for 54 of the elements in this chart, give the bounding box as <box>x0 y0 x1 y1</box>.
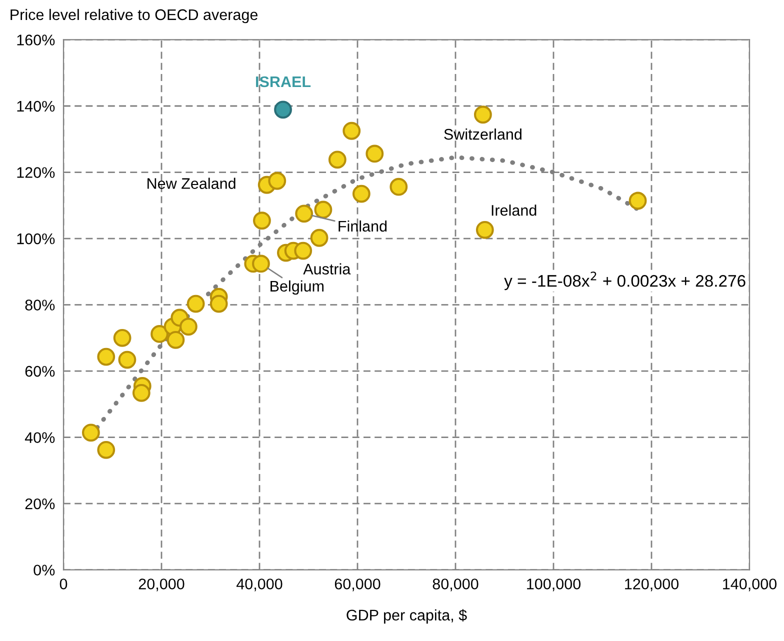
x-tick-label: 20,000 <box>138 578 184 592</box>
x-tick-label: 100,000 <box>527 578 581 592</box>
y-tick-label: 60% <box>25 366 55 377</box>
point <box>252 254 270 273</box>
annotation: Austria <box>303 263 351 275</box>
point <box>118 350 136 369</box>
point <box>352 184 370 203</box>
x-axis-title: GDP per capita, $ <box>346 609 467 624</box>
point <box>342 122 361 140</box>
point <box>294 242 312 260</box>
point <box>366 144 384 163</box>
point <box>132 384 150 402</box>
point <box>97 348 116 366</box>
y-tick-label: 40% <box>24 432 55 444</box>
y-tick-label: 100% <box>17 233 55 244</box>
annotation: Belgium <box>270 280 324 295</box>
y-tick-label: 0% <box>34 564 55 576</box>
y-tick-label: 140% <box>17 100 55 112</box>
point <box>82 424 100 442</box>
point <box>186 294 205 313</box>
x-tick-label: 80,000 <box>432 578 478 592</box>
point <box>97 440 116 459</box>
x-tick-label: 140,000 <box>723 578 777 592</box>
y-tick-label: 80% <box>25 300 55 310</box>
annotation: Ireland <box>492 204 536 216</box>
point <box>474 106 492 124</box>
annotation: Finland <box>338 220 387 232</box>
y-axis-title: Price level relative to OECD average <box>10 8 258 24</box>
annotation: New Zealand <box>148 178 236 189</box>
annotation: y = -1E-08x$^{2}$ + 0.0023x + 28.276 <box>504 272 746 290</box>
point <box>390 178 408 196</box>
point <box>328 150 346 169</box>
point <box>113 328 132 347</box>
y-tick-label: 120% <box>17 167 55 178</box>
point <box>268 172 286 190</box>
y-tick-label: 20% <box>25 498 55 510</box>
point <box>314 200 332 219</box>
annotation: Switzerland <box>444 128 522 140</box>
x-tick-label: 60,000 <box>334 578 380 592</box>
y-tick-label: 160% <box>17 34 55 46</box>
x-tick-label: 0 <box>60 578 68 590</box>
point <box>476 220 494 239</box>
series-label: ISRAEL <box>256 76 311 88</box>
point <box>179 318 198 336</box>
point <box>166 330 185 349</box>
point <box>274 100 292 119</box>
point <box>210 294 228 313</box>
x-tick-label: 40,000 <box>236 578 282 592</box>
point <box>628 192 647 210</box>
point <box>252 212 271 230</box>
point <box>295 204 314 223</box>
point <box>310 228 328 247</box>
x-tick-label: 120,000 <box>625 578 679 592</box>
point <box>150 324 169 343</box>
